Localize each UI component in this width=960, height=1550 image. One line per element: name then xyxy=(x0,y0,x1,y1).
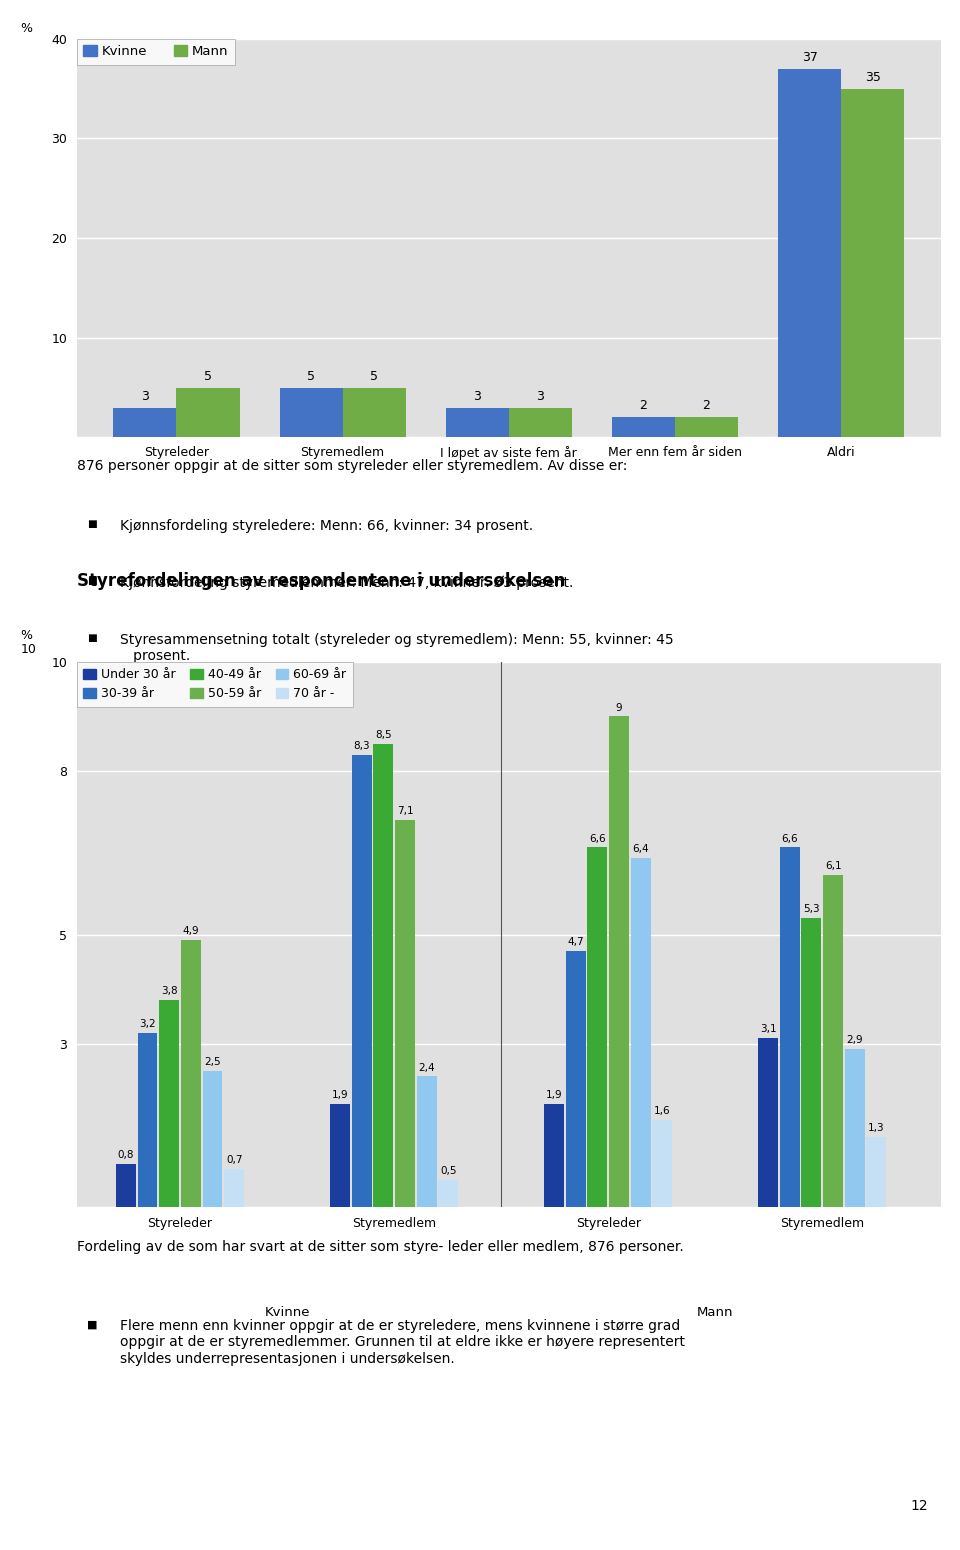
Bar xyxy=(343,388,406,437)
Bar xyxy=(445,408,509,437)
Bar xyxy=(116,1164,135,1207)
Text: 8,5: 8,5 xyxy=(375,730,392,739)
Text: ■: ■ xyxy=(87,577,97,586)
Bar xyxy=(780,848,800,1207)
Text: Kjønnsfordeling styremedlemmer: Menn: 47, kvinner: 53 prosent.: Kjønnsfordeling styremedlemmer: Menn: 47… xyxy=(120,577,573,591)
Bar xyxy=(588,848,608,1207)
Text: 0,8: 0,8 xyxy=(118,1150,134,1159)
Bar xyxy=(180,941,201,1207)
Text: 3,1: 3,1 xyxy=(759,1025,777,1034)
Text: %: % xyxy=(20,22,33,34)
Bar xyxy=(841,88,904,437)
Bar xyxy=(351,755,372,1207)
Text: 6,4: 6,4 xyxy=(633,845,649,854)
Text: 4,7: 4,7 xyxy=(567,938,584,947)
Text: 0,5: 0,5 xyxy=(440,1166,457,1176)
Bar xyxy=(395,820,415,1207)
Text: 2: 2 xyxy=(703,400,710,412)
Bar xyxy=(439,1180,458,1207)
Bar xyxy=(417,1077,437,1207)
Text: 1,9: 1,9 xyxy=(331,1090,348,1100)
Bar xyxy=(225,1169,244,1207)
Text: 3,8: 3,8 xyxy=(161,986,178,997)
Legend: Kvinne, Mann: Kvinne, Mann xyxy=(77,39,235,65)
Bar xyxy=(373,744,394,1207)
Text: 6,1: 6,1 xyxy=(825,860,841,871)
Text: 12: 12 xyxy=(910,1499,927,1513)
Text: Kjønnsfordeling styreledere: Menn: 66, kvinner: 34 prosent.: Kjønnsfordeling styreledere: Menn: 66, k… xyxy=(120,519,533,533)
Bar xyxy=(867,1136,886,1207)
Text: Mann: Mann xyxy=(697,1305,733,1319)
Text: %
10: % 10 xyxy=(20,629,36,657)
Text: 35: 35 xyxy=(865,71,880,84)
Bar xyxy=(113,408,177,437)
Text: 5: 5 xyxy=(307,369,315,383)
Text: 2,9: 2,9 xyxy=(847,1035,863,1045)
Bar xyxy=(609,716,629,1207)
Bar xyxy=(544,1104,564,1207)
Bar xyxy=(845,1049,865,1207)
Text: 9: 9 xyxy=(615,702,622,713)
Text: 3,2: 3,2 xyxy=(139,1018,156,1029)
Bar xyxy=(612,417,675,437)
Text: 5: 5 xyxy=(371,369,378,383)
Text: 876 personer oppgir at de sitter som styreleder eller styremedlem. Av disse er:: 876 personer oppgir at de sitter som sty… xyxy=(77,459,627,473)
Text: Styrefordelingen av respondentene i undersøkelsen: Styrefordelingen av respondentene i unde… xyxy=(77,572,565,589)
Text: 3: 3 xyxy=(537,389,544,403)
Bar xyxy=(823,874,843,1207)
Bar xyxy=(137,1032,157,1207)
Bar xyxy=(279,388,343,437)
Text: ■: ■ xyxy=(87,632,97,643)
Text: 1,3: 1,3 xyxy=(868,1122,885,1133)
Text: 4,9: 4,9 xyxy=(182,927,199,936)
Bar xyxy=(509,408,572,437)
Bar xyxy=(177,388,240,437)
Text: 6,6: 6,6 xyxy=(781,834,798,843)
Bar xyxy=(758,1038,779,1207)
Text: 2,5: 2,5 xyxy=(204,1057,221,1068)
Text: 3: 3 xyxy=(473,389,481,403)
Bar xyxy=(631,859,651,1207)
Bar xyxy=(653,1121,672,1207)
Text: 37: 37 xyxy=(802,51,818,64)
Text: 5: 5 xyxy=(204,369,212,383)
Text: 5,3: 5,3 xyxy=(804,905,820,914)
Bar xyxy=(778,68,841,437)
Bar xyxy=(159,1000,180,1207)
Text: Fordeling av de som har svart at de sitter som styre- leder eller medlem, 876 pe: Fordeling av de som har svart at de sitt… xyxy=(77,1240,684,1254)
Legend: Under 30 år, 30-39 år, 40-49 år, 50-59 år, 60-69 år, 70 år -: Under 30 år, 30-39 år, 40-49 år, 50-59 å… xyxy=(77,662,352,707)
Text: ■: ■ xyxy=(87,519,97,530)
Bar xyxy=(330,1104,349,1207)
Text: 7,1: 7,1 xyxy=(396,806,413,817)
Text: 2: 2 xyxy=(639,400,647,412)
Text: Flere menn enn kvinner oppgir at de er styreledere, mens kvinnene i større grad
: Flere menn enn kvinner oppgir at de er s… xyxy=(120,1319,685,1366)
Text: 2,4: 2,4 xyxy=(419,1063,435,1073)
Bar xyxy=(203,1071,223,1207)
Text: 0,7: 0,7 xyxy=(226,1155,243,1166)
Text: 6,6: 6,6 xyxy=(589,834,606,843)
Bar xyxy=(675,417,738,437)
Text: 8,3: 8,3 xyxy=(353,741,370,750)
Text: ■: ■ xyxy=(87,1319,98,1330)
Text: Kvinne: Kvinne xyxy=(264,1305,310,1319)
Text: 3: 3 xyxy=(141,389,149,403)
Text: Styresammensetning totalt (styreleder og styremedlem): Menn: 55, kvinner: 45
   : Styresammensetning totalt (styreleder og… xyxy=(120,632,674,663)
Text: 1,9: 1,9 xyxy=(545,1090,563,1100)
Bar xyxy=(802,918,822,1207)
Bar xyxy=(565,952,586,1207)
Text: 1,6: 1,6 xyxy=(654,1107,671,1116)
